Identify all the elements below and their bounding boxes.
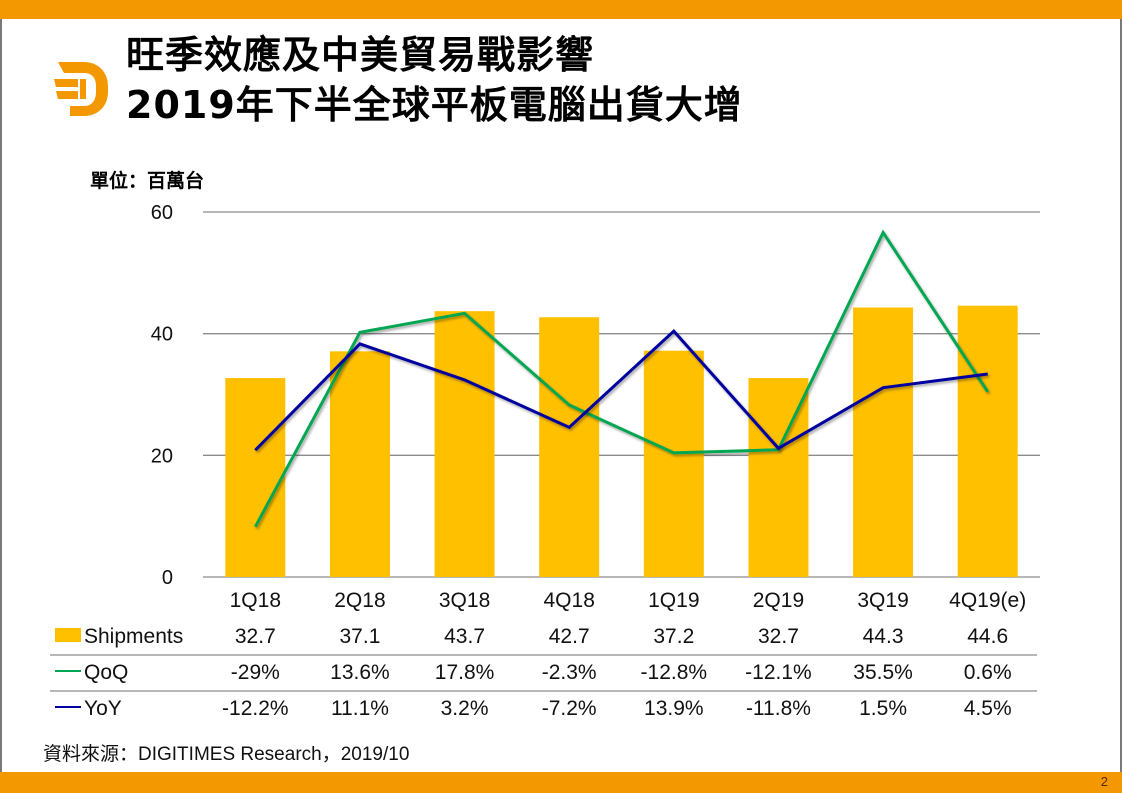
table-cell: 4.5% <box>964 697 1012 720</box>
table-cell: 42.7 <box>549 625 590 648</box>
x-tick-label: 1Q18 <box>230 589 281 612</box>
x-tick-label: 4Q18 <box>544 589 595 612</box>
x-tick-label: 4Q19(e) <box>949 589 1026 612</box>
source-note: 資料來源：DIGITIMES Research，2019/10 <box>43 744 410 765</box>
table-cell: -12.8% <box>641 661 708 684</box>
table-cell: 13.9% <box>644 697 704 720</box>
table-cell: 32.7 <box>758 625 799 648</box>
table-cell: 37.1 <box>340 625 381 648</box>
table-cell: 11.1% <box>331 697 389 720</box>
title-line-1: 旺季效應及中美貿易戰影響 <box>126 33 595 77</box>
table-cell: -7.2% <box>542 697 597 720</box>
table-cell: 3.2% <box>441 697 489 720</box>
table-cell: 35.5% <box>853 661 913 684</box>
y-tick-label: 60 <box>151 202 173 224</box>
data-table: Shipments 32.7 37.1 43.7 42.7 37.2 32.7 44.3 44.… <box>50 625 1037 720</box>
right-border <box>1120 19 1122 772</box>
x-tick-label: 1Q19 <box>648 589 699 612</box>
bar-4Q18 <box>539 317 600 577</box>
table-cell: -29% <box>231 661 280 684</box>
legend-key-shipments <box>55 628 81 642</box>
percent-lines <box>253 229 989 528</box>
bar-1Q18 <box>225 378 286 577</box>
qoq-line <box>253 229 989 528</box>
legend-label-qoq: QoQ <box>84 661 128 684</box>
table-cell: 17.8% <box>435 661 495 684</box>
table-cell: 44.3 <box>863 625 904 648</box>
unit-label: 單位：百萬台 <box>90 170 205 192</box>
y-tick-label: 0 <box>162 567 173 589</box>
table-cell: 0.6% <box>964 661 1012 684</box>
table-cell: -11.8% <box>746 697 811 720</box>
table-cell: 44.6 <box>967 625 1008 648</box>
shipments-bars <box>225 305 1018 577</box>
bar-3Q19 <box>853 307 914 577</box>
table-cell: -12.1% <box>745 661 812 684</box>
table-cell: 43.7 <box>444 625 485 648</box>
table-cell: 37.2 <box>653 625 694 648</box>
table-cell: 32.7 <box>235 625 276 648</box>
gridlines <box>203 211 1040 578</box>
x-axis-categories: 1Q18 2Q18 3Q18 4Q18 1Q19 2Q19 3Q19 4Q19(e) <box>230 589 1027 612</box>
slide-title: 旺季效應及中美貿易戰影響 2019年下半全球平板電腦出貨大增 <box>126 30 743 130</box>
yoy-line <box>254 328 988 452</box>
x-tick-label: 3Q19 <box>857 589 908 612</box>
title-line-2: 2019年下半全球平板電腦出貨大增 <box>126 83 743 127</box>
bar-2Q18 <box>329 351 390 577</box>
x-tick-label: 2Q18 <box>334 589 385 612</box>
legend-label-yoy: YoY <box>84 697 122 720</box>
bar-3Q18 <box>434 311 495 577</box>
bar-1Q19 <box>643 350 704 577</box>
x-tick-label: 2Q19 <box>753 589 804 612</box>
top-accent-bar <box>0 0 1122 19</box>
table-cell: 13.6% <box>330 661 390 684</box>
legend-label-shipments: Shipments <box>84 625 183 648</box>
digitimes-d-logo-icon <box>54 62 108 116</box>
table-cell: -2.3% <box>542 661 597 684</box>
bottom-accent-bar <box>0 772 1122 793</box>
page-number: 2 <box>1100 774 1108 789</box>
y-axis-ticks: 0 20 40 60 <box>151 202 173 589</box>
y-tick-label: 40 <box>151 324 173 346</box>
bar-4Q19(e) <box>957 305 1018 577</box>
table-cell: 1.5% <box>859 697 907 720</box>
table-cell: -12.2% <box>222 697 289 720</box>
y-tick-label: 20 <box>151 445 173 467</box>
left-border <box>0 19 2 772</box>
x-tick-label: 3Q18 <box>439 589 490 612</box>
